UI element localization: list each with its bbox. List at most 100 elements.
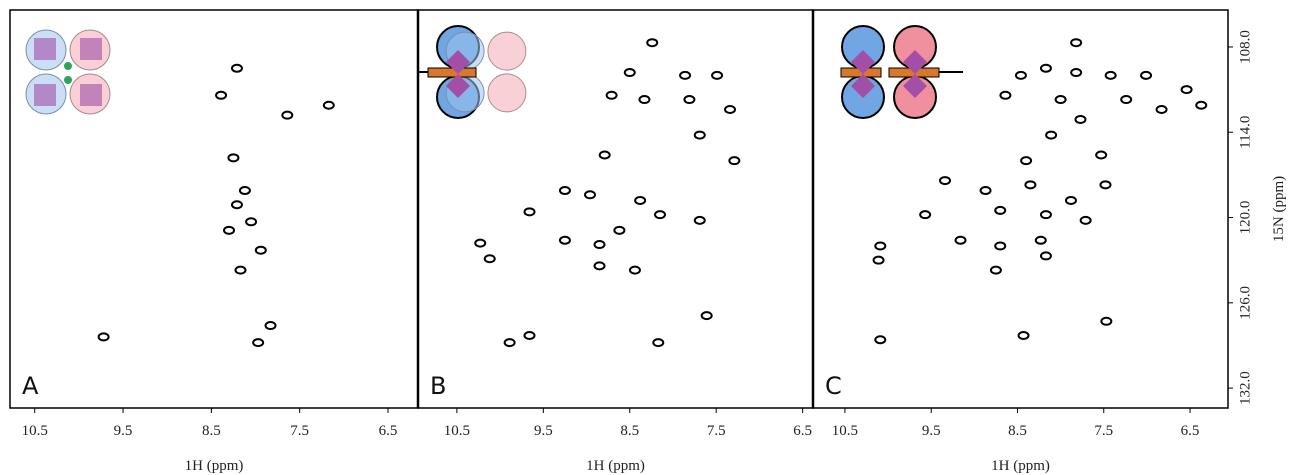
peak	[693, 215, 706, 225]
peak	[994, 241, 1007, 251]
peak	[245, 217, 258, 227]
peak	[1039, 210, 1052, 220]
peak	[1024, 180, 1037, 190]
peak	[874, 241, 887, 251]
peak	[230, 63, 243, 73]
peak	[700, 311, 713, 321]
peak	[254, 245, 267, 255]
peak	[1014, 70, 1027, 80]
peak	[215, 90, 228, 100]
y-tick-label: 132.0	[1237, 371, 1253, 405]
peak	[1017, 331, 1030, 341]
peak	[593, 261, 606, 271]
x-tick-label: 6.5	[1181, 423, 1200, 439]
peak	[724, 105, 737, 114]
peak	[623, 68, 636, 78]
y-axis-label: 15N (ppm)	[1271, 176, 1287, 242]
y-tick-label: 114.0	[1237, 116, 1253, 149]
peak	[652, 338, 665, 348]
peak	[654, 210, 667, 220]
peaks	[97, 63, 335, 348]
peak	[989, 265, 1002, 275]
peak	[872, 255, 885, 265]
peak	[1070, 68, 1083, 78]
x-tick-label: 9.5	[922, 423, 941, 439]
peak	[693, 130, 706, 140]
peak	[919, 210, 932, 220]
peak	[994, 205, 1007, 215]
peak	[1120, 95, 1133, 105]
peak	[1034, 235, 1047, 245]
x-tick-label: 7.5	[290, 423, 309, 439]
peak	[281, 110, 294, 120]
peak	[954, 235, 967, 245]
peak	[593, 240, 606, 250]
peak	[523, 207, 536, 217]
peak	[679, 70, 692, 80]
icon	[418, 25, 527, 119]
peaks	[872, 38, 1208, 345]
x-axis-label: 1H (ppm)	[991, 458, 1050, 474]
peak	[1079, 215, 1092, 225]
peak	[598, 150, 611, 160]
peak	[1155, 105, 1168, 114]
peak	[1070, 38, 1083, 48]
peak	[1074, 114, 1087, 124]
x-tick-label: 9.5	[114, 423, 133, 439]
peak	[227, 153, 240, 163]
peak	[605, 90, 618, 100]
peak	[1020, 156, 1033, 166]
peak	[874, 335, 887, 345]
peak	[1039, 251, 1052, 261]
x-tick-label: 10.5	[22, 423, 48, 439]
peak	[634, 195, 647, 205]
x-tick-label: 8.5	[202, 423, 221, 439]
peak	[523, 331, 536, 341]
peak	[613, 225, 626, 235]
x-tick-label: 8.5	[620, 423, 639, 439]
peak	[503, 338, 516, 348]
plot-frame	[9, 9, 419, 409]
panel-label: A	[22, 372, 39, 400]
panel-label: C	[825, 372, 842, 400]
peak	[646, 38, 659, 48]
x-tick-label: 10.5	[832, 423, 858, 439]
peak	[1099, 180, 1112, 190]
peak	[483, 254, 496, 264]
peak	[1039, 63, 1052, 73]
peak	[728, 156, 741, 166]
peak	[558, 186, 571, 196]
peak	[628, 265, 641, 275]
peak	[1195, 100, 1208, 110]
y-tick-label: 108.0	[1237, 30, 1253, 64]
peak	[1054, 95, 1067, 105]
x-tick-label: 9.5	[534, 423, 553, 439]
y-tick-label: 126.0	[1237, 286, 1253, 320]
peak	[264, 321, 277, 331]
y-tick-label: 120.0	[1237, 201, 1253, 235]
x-axis-label: 1H (ppm)	[586, 458, 645, 474]
peaks	[474, 38, 741, 348]
x-tick-label: 6.5	[793, 423, 812, 439]
plot-frame	[417, 9, 814, 409]
peak	[558, 235, 571, 245]
peak	[1095, 150, 1108, 160]
x-tick-label: 8.5	[1008, 423, 1027, 439]
x-tick-label: 7.5	[707, 423, 726, 439]
peak	[238, 186, 251, 196]
peak	[1104, 70, 1117, 80]
peak	[711, 70, 724, 80]
x-tick-label: 10.5	[444, 423, 470, 439]
peak	[223, 225, 236, 235]
peak	[939, 176, 952, 186]
peak	[584, 190, 597, 200]
peak	[234, 265, 247, 275]
peak	[979, 186, 992, 196]
peak	[1045, 130, 1058, 140]
x-tick-label: 7.5	[1094, 423, 1113, 439]
peak	[999, 90, 1012, 100]
peak	[638, 95, 651, 105]
panel-label: B	[430, 372, 446, 400]
icon	[25, 29, 111, 115]
x-tick-label: 6.5	[379, 423, 398, 439]
